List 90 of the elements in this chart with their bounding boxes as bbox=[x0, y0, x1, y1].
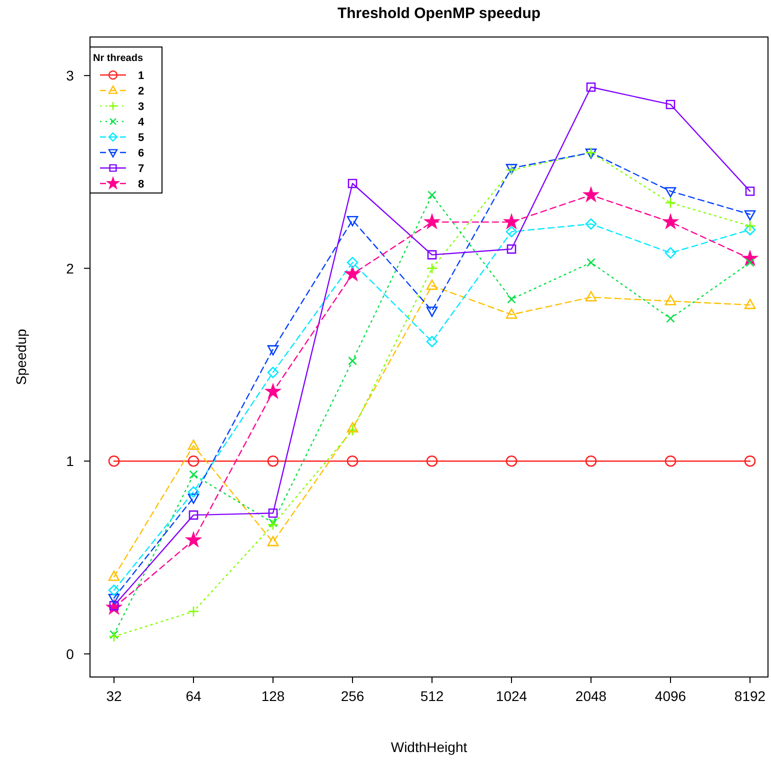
point bbox=[267, 455, 279, 467]
point bbox=[188, 440, 200, 450]
point bbox=[108, 455, 120, 467]
point bbox=[426, 262, 438, 274]
point bbox=[745, 186, 755, 196]
point bbox=[744, 298, 756, 310]
point bbox=[585, 218, 597, 230]
point bbox=[666, 314, 675, 323]
point bbox=[108, 570, 120, 581]
point bbox=[664, 197, 676, 208]
point bbox=[108, 594, 120, 604]
point bbox=[506, 455, 518, 467]
point bbox=[108, 584, 120, 596]
point bbox=[426, 306, 438, 317]
point bbox=[346, 455, 358, 467]
point bbox=[186, 532, 201, 546]
point bbox=[348, 178, 358, 188]
y-tick-label: 3 bbox=[66, 68, 74, 84]
point bbox=[346, 422, 358, 432]
point bbox=[744, 210, 756, 220]
legend-label: 3 bbox=[138, 101, 144, 113]
x-tick-label: 4096 bbox=[654, 688, 686, 704]
point bbox=[267, 519, 279, 530]
point bbox=[744, 220, 756, 232]
point bbox=[266, 384, 280, 398]
point bbox=[108, 630, 120, 642]
x-tick-label: 512 bbox=[420, 688, 444, 704]
point bbox=[267, 366, 279, 378]
point bbox=[268, 508, 278, 518]
point bbox=[189, 470, 198, 479]
point bbox=[585, 291, 597, 302]
x-axis-title: WidthHeight bbox=[390, 739, 468, 755]
point bbox=[664, 187, 676, 198]
point bbox=[586, 258, 596, 267]
point bbox=[584, 187, 598, 202]
point bbox=[428, 190, 436, 200]
x-tick-label: 2048 bbox=[575, 688, 607, 704]
point bbox=[188, 510, 198, 520]
legend-label: 6 bbox=[138, 148, 144, 160]
legend-label: 1 bbox=[138, 70, 144, 82]
point bbox=[267, 345, 279, 356]
point bbox=[504, 214, 519, 228]
y-axis-title: Speedup bbox=[13, 328, 29, 386]
point bbox=[586, 82, 596, 92]
point bbox=[267, 536, 279, 546]
x-tick-label: 256 bbox=[340, 688, 364, 704]
legend-label: 7 bbox=[138, 163, 144, 175]
point bbox=[424, 214, 440, 228]
point bbox=[664, 247, 676, 259]
point bbox=[585, 455, 597, 467]
point bbox=[507, 294, 516, 304]
legend-label: 8 bbox=[138, 178, 144, 190]
point bbox=[664, 455, 676, 467]
point bbox=[426, 455, 438, 467]
point bbox=[110, 630, 118, 639]
point bbox=[506, 308, 518, 319]
point bbox=[188, 486, 200, 498]
point bbox=[746, 258, 754, 267]
point bbox=[345, 266, 360, 280]
point bbox=[744, 455, 756, 467]
point bbox=[346, 256, 358, 268]
point bbox=[664, 294, 676, 306]
point bbox=[426, 336, 438, 348]
legend-label: 5 bbox=[138, 132, 144, 144]
point bbox=[188, 494, 200, 504]
point bbox=[506, 244, 516, 254]
point bbox=[427, 250, 437, 260]
y-tick-label: 1 bbox=[66, 453, 74, 470]
point bbox=[268, 518, 278, 528]
chart-title: Threshold OpenMP speedup bbox=[337, 5, 541, 22]
point bbox=[348, 356, 357, 366]
x-tick-label: 1024 bbox=[496, 688, 528, 704]
point bbox=[744, 224, 756, 236]
x-tick-label: 8192 bbox=[734, 688, 766, 704]
point bbox=[346, 216, 358, 226]
x-tick-label: 32 bbox=[106, 688, 122, 704]
point bbox=[188, 606, 200, 618]
legend-label: 2 bbox=[138, 86, 144, 98]
y-tick-label: 0 bbox=[66, 646, 74, 662]
legend-label: 4 bbox=[138, 116, 145, 128]
point bbox=[188, 455, 200, 467]
point bbox=[506, 226, 518, 238]
x-tick-label: 128 bbox=[261, 688, 285, 704]
y-tick-label: 2 bbox=[66, 260, 74, 276]
legend-title: Nr threads bbox=[93, 53, 144, 64]
x-tick-label: 64 bbox=[186, 688, 202, 704]
point bbox=[426, 280, 438, 290]
point bbox=[346, 424, 358, 436]
point bbox=[663, 214, 678, 228]
point bbox=[666, 100, 676, 110]
